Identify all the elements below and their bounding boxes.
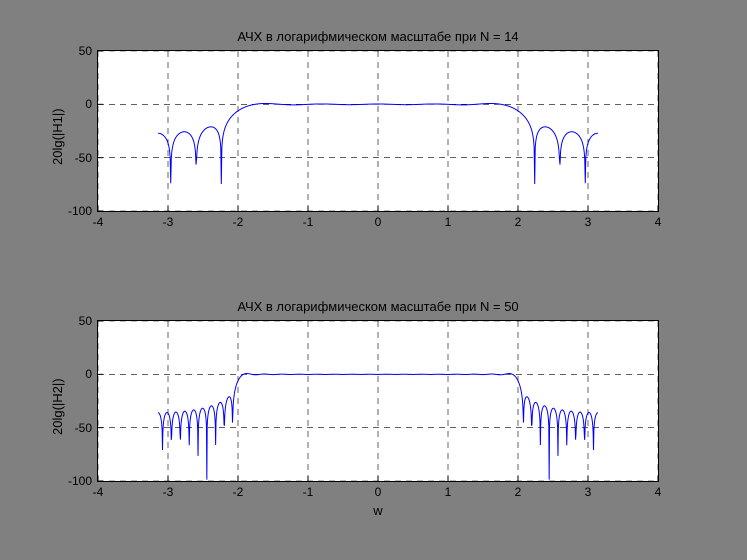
chart-panel-bottom: АЧХ в логарифмическом масштабе при N = 5…	[97, 320, 659, 482]
x-tick-label: 4	[655, 485, 662, 499]
x-tick-label: -2	[233, 215, 244, 229]
y-tick-label: 0	[58, 367, 92, 381]
x-tick-label: 3	[585, 485, 592, 499]
chart-panel-top: АЧХ в логарифмическом масштабе при N = 1…	[97, 50, 659, 212]
y-tick-label: -50	[58, 421, 92, 435]
x-tick-label: -1	[303, 215, 314, 229]
chart-svg	[98, 51, 658, 211]
x-tick-label: 2	[515, 485, 522, 499]
y-tick-label: -100	[58, 474, 92, 488]
x-tick-label: -3	[163, 485, 174, 499]
x-tick-label: 3	[585, 215, 592, 229]
y-tick-label: 50	[58, 314, 92, 328]
y-tick-label: 50	[58, 44, 92, 58]
y-tick-label: -100	[58, 204, 92, 218]
y-tick-label: -50	[58, 151, 92, 165]
x-tick-label: 0	[375, 215, 382, 229]
x-tick-label: -1	[303, 485, 314, 499]
x-tick-label: -4	[93, 485, 104, 499]
chart-title: АЧХ в логарифмическом масштабе при N = 1…	[98, 29, 658, 44]
x-tick-label: -3	[163, 215, 174, 229]
chart-title: АЧХ в логарифмическом масштабе при N = 5…	[98, 299, 658, 314]
x-tick-label: -4	[93, 215, 104, 229]
x-tick-label: 2	[515, 215, 522, 229]
x-tick-label: 1	[445, 485, 452, 499]
x-tick-label: 1	[445, 215, 452, 229]
y-tick-label: 0	[58, 97, 92, 111]
figure-root: АЧХ в логарифмическом масштабе при N = 1…	[0, 0, 747, 560]
x-tick-label: 0	[375, 485, 382, 499]
x-tick-label: -2	[233, 485, 244, 499]
x-tick-label: 4	[655, 215, 662, 229]
chart-svg	[98, 321, 658, 481]
x-axis-label: w	[98, 503, 658, 518]
